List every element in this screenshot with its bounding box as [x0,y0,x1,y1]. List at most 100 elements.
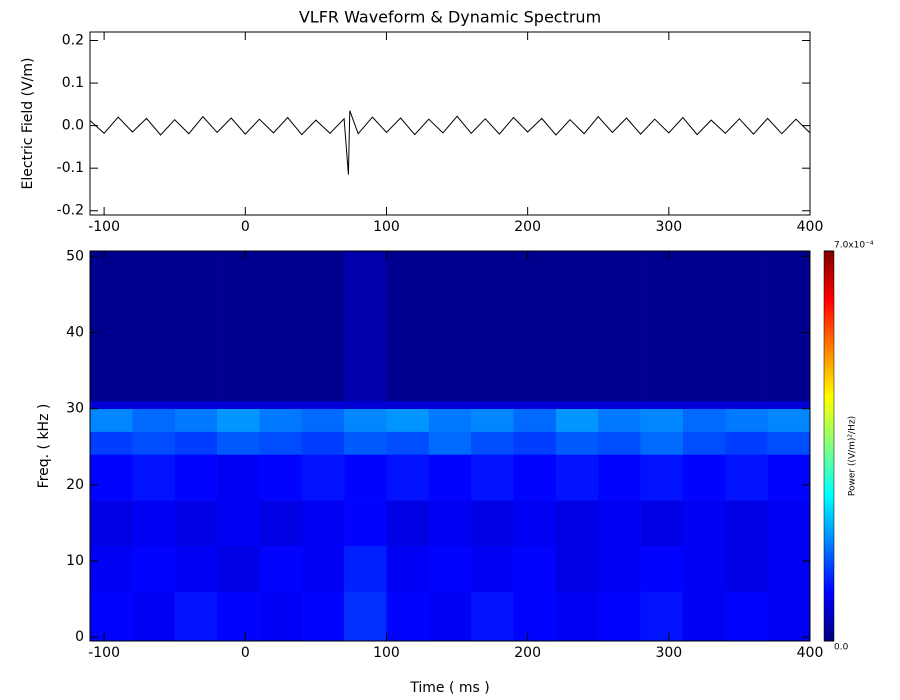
heatmap-cell [640,500,684,547]
heatmap-cell [301,500,345,547]
plot-frame [89,250,811,642]
heatmap-cell [90,251,133,402]
heatmap-cell [259,401,303,409]
heatmap-cell [301,454,345,501]
heatmap-cell [555,401,599,409]
heatmap-cell [217,408,260,432]
heatmap-cell [217,545,260,592]
colorbar-label: Power ((V/m)²/Hz) [848,416,858,496]
heatmap-cell [471,408,514,432]
heatmap-cell [725,500,768,547]
heatmap-cell [513,545,557,592]
heatmap-cell [132,401,176,409]
heatmap-cell [513,251,557,402]
heatmap-cell [132,251,176,402]
heatmap-cell [259,408,303,432]
heatmap-cell [259,251,303,402]
heatmap-cell [174,591,218,642]
heatmap-cell [555,454,599,501]
heatmap-cell [174,545,218,592]
y-tick-label: 20 [66,477,84,493]
heatmap-cell [555,591,599,642]
heatmap-cell [598,591,641,642]
heatmap-cell [598,408,641,432]
heatmap-cell [640,591,684,642]
colorbar-tick-label: 0.0 [834,643,849,653]
heatmap-cell [513,454,557,501]
heatmap-cell [428,251,472,402]
y-tick-label: -0.2 [57,203,84,219]
heatmap-cell [428,408,472,432]
heatmap-cell [428,500,472,547]
heatmap-cell [301,401,345,409]
heatmap-cell [259,454,303,501]
heatmap-cell [132,545,176,592]
heatmap-cell [471,591,514,642]
x-tick-label: 0 [241,645,250,661]
heatmap-cell [428,591,472,642]
x-tick-label: 300 [655,645,682,661]
colorbar-tick-label: 7.0x10⁻⁴ [834,241,874,251]
heatmap-cell [174,454,218,501]
heatmap-cell [132,500,176,547]
chart-title: VLFR Waveform & Dynamic Spectrum [299,8,601,27]
heatmap-cell [682,431,726,455]
heatmap-cell [90,500,133,547]
heatmap-cell [682,500,726,547]
heatmap-cell [386,454,430,501]
heatmap-cell [471,401,514,409]
y-tick-label: 40 [66,325,84,341]
heatmap-cell [513,431,557,455]
heatmap-cell [386,431,430,455]
heatmap-cell [725,591,768,642]
heatmap-cell [725,251,768,402]
heatmap-cell [259,545,303,592]
heatmap-cell [301,431,345,455]
heatmap-cell [555,251,599,402]
heatmap-cell [344,500,387,547]
y-tick-label: 0.1 [62,75,84,91]
heatmap-cell [386,591,430,642]
heatmap-cell [90,408,133,432]
heatmap-cell [725,408,768,432]
heatmap-cell [640,431,684,455]
y-tick-label: 30 [66,401,84,417]
heatmap-cell [132,454,176,501]
heatmap-cell [90,545,133,592]
heatmap-cell [640,251,684,402]
x-tick-label: 300 [655,219,682,235]
heatmap-cell [767,408,811,432]
heatmap-cell [344,431,387,455]
heatmap-cell [90,401,133,409]
heatmap-cell [90,431,133,455]
y-tick-label: 10 [66,553,84,569]
heatmap-cell [344,408,387,432]
heatmap-cell [132,408,176,432]
heatmap-cell [217,401,260,409]
heatmap-cell [174,408,218,432]
heatmap-cell [682,401,726,409]
heatmap-cell [555,545,599,592]
x-tick-label: -100 [88,219,120,235]
heatmap-cell [598,251,641,402]
heatmap-cell [301,591,345,642]
heatmap-cell [513,500,557,547]
heatmap-cell [682,591,726,642]
heatmap-cell [767,401,811,409]
heatmap-cell [344,454,387,501]
heatmap-cell [598,454,641,501]
heatmap-cell [386,251,430,402]
x-tick-label: 200 [514,219,541,235]
heatmap-cell [598,401,641,409]
heatmap-cell [259,431,303,455]
heatmap-cell [428,431,472,455]
heatmap-cell [386,500,430,547]
heatmap-cell [682,408,726,432]
heatmap-cell [513,401,557,409]
heatmap-cell [428,401,472,409]
x-tick-label: 0 [241,219,250,235]
heatmap-cell [767,545,811,592]
heatmap-cell [640,454,684,501]
heatmap-cell [471,431,514,455]
